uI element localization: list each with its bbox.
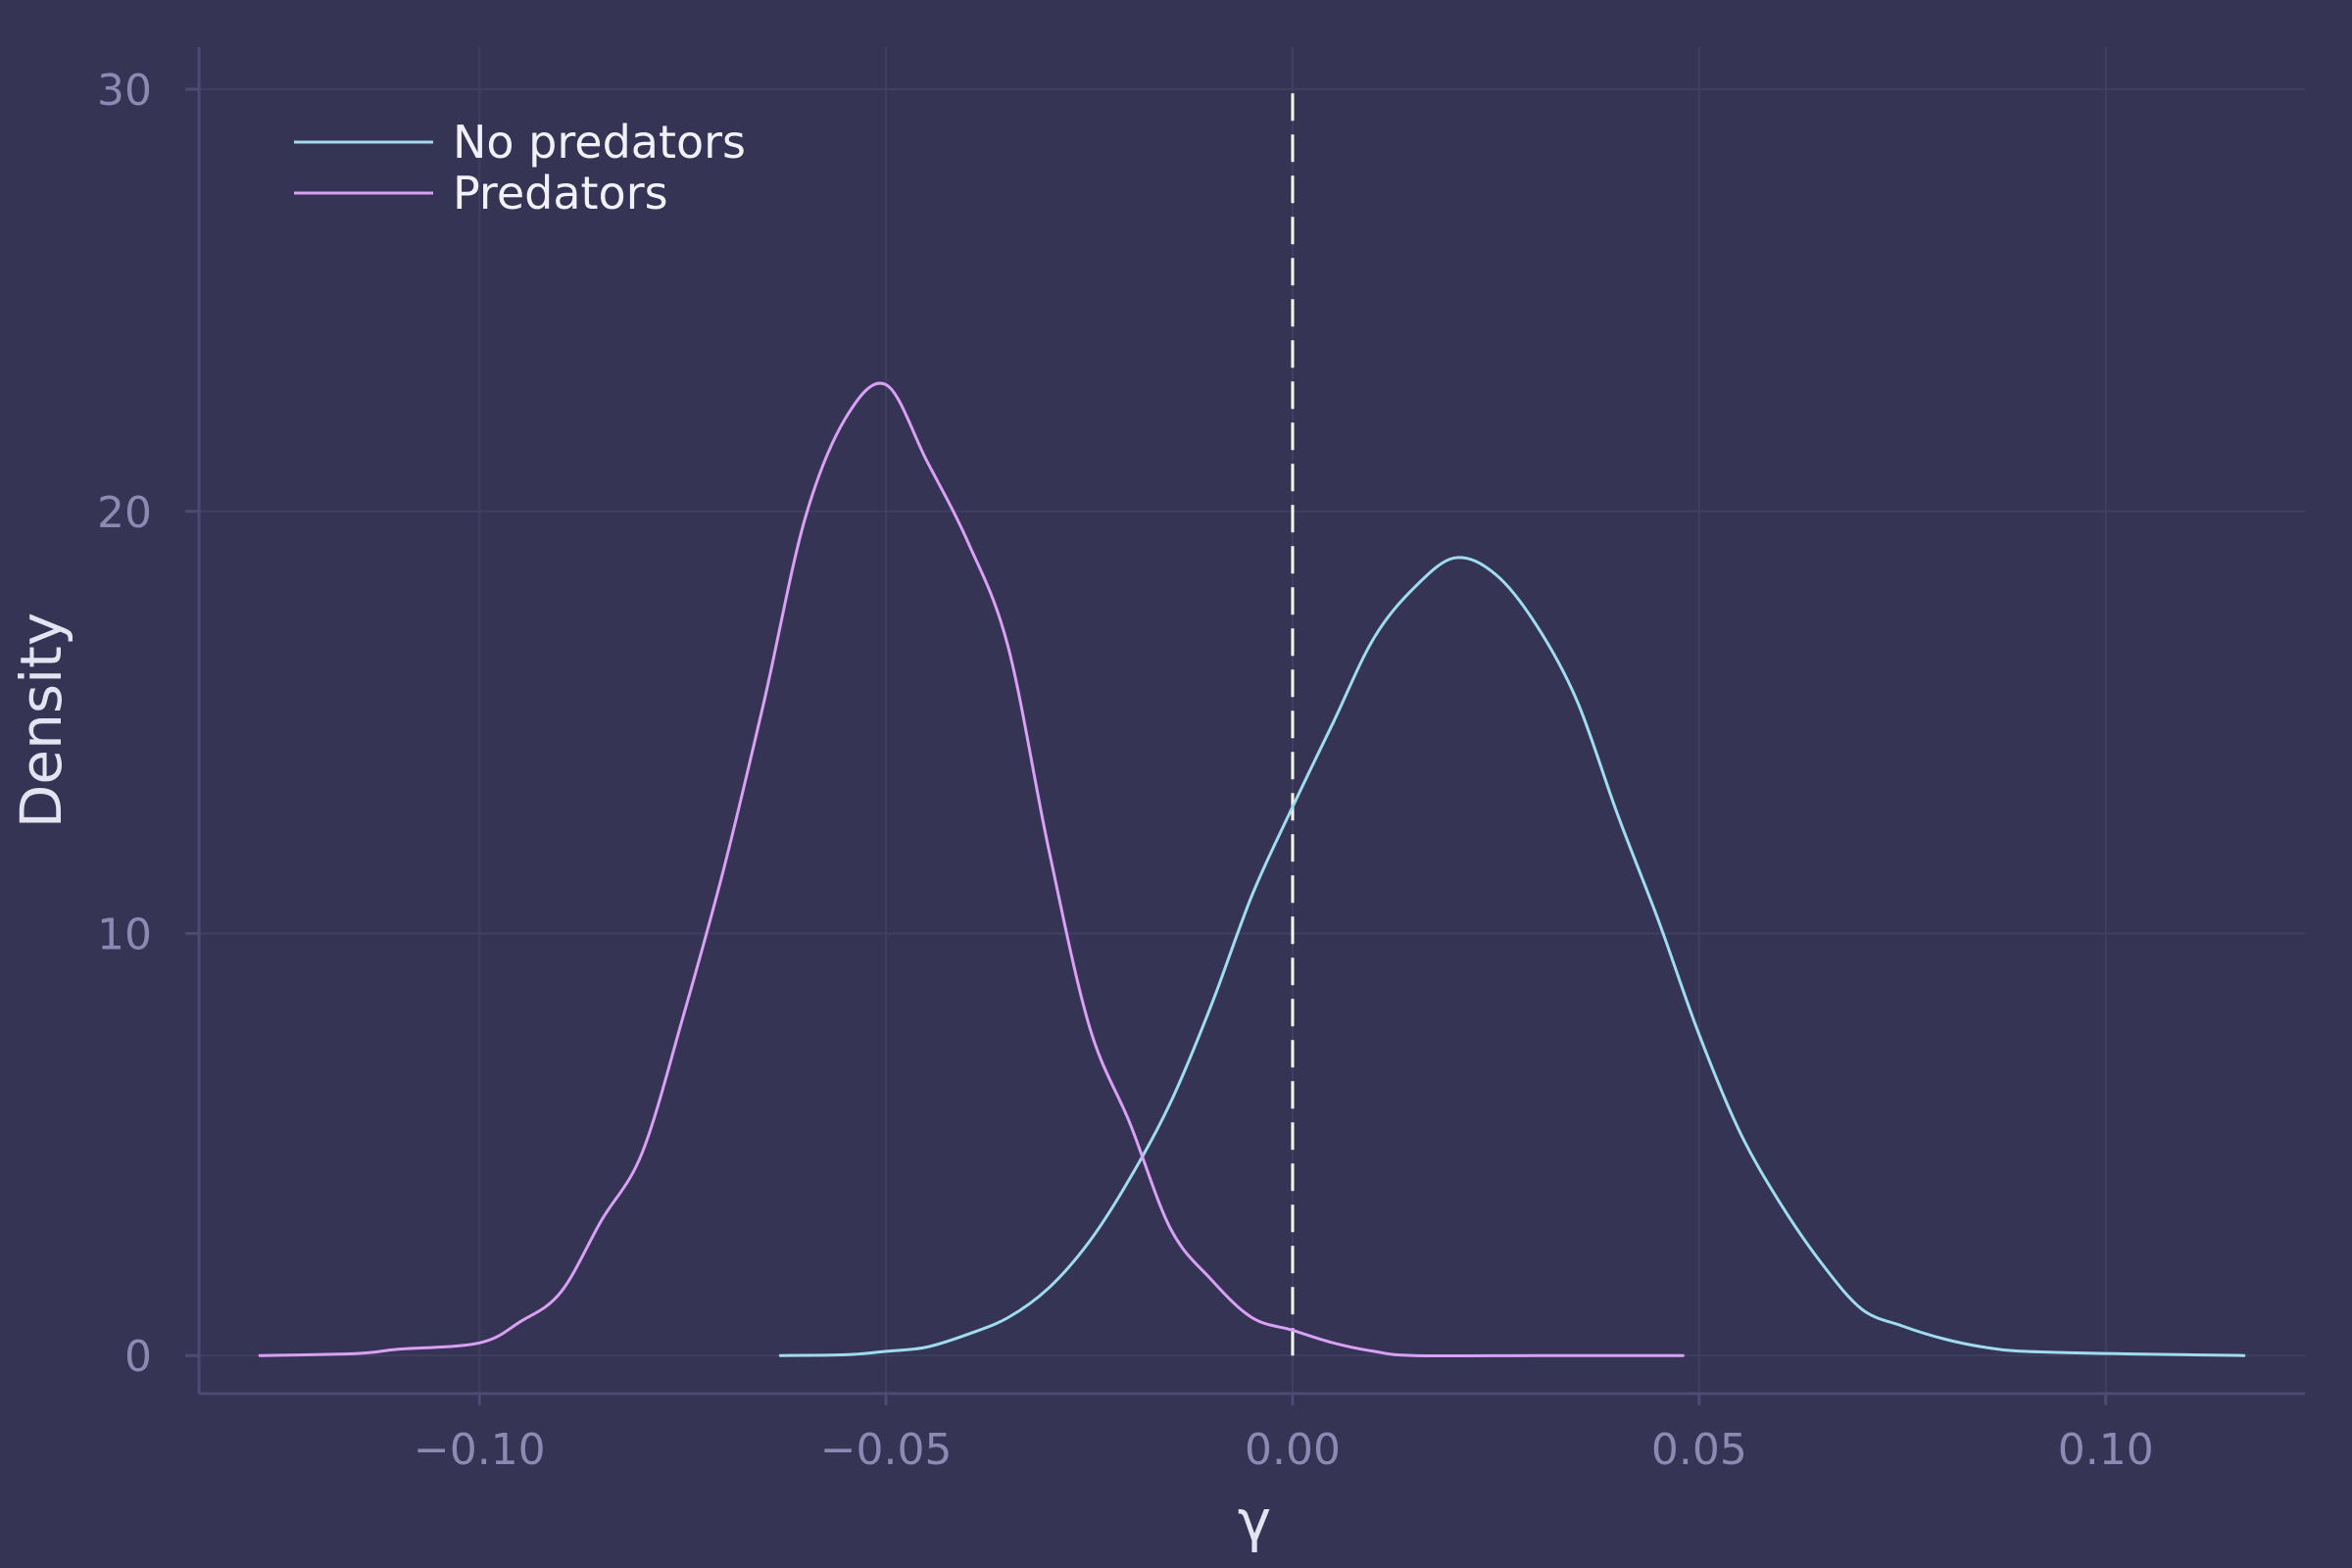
x-tick-label: 0.10: [2058, 1425, 2154, 1475]
series-layer: [258, 381, 2246, 1358]
x-axis-title: γ: [1238, 1488, 1271, 1554]
y-axis-title: Density: [8, 612, 74, 829]
x-tick-label: 0.00: [1245, 1425, 1341, 1475]
y-tick-label: 10: [97, 910, 152, 960]
x-tick-label: −0.10: [414, 1425, 546, 1475]
ticks-layer: −0.10 −0.05 0.00 0.05 0.10 0 10 20 30: [97, 66, 2154, 1475]
y-tick-label: 20: [97, 488, 152, 538]
series-line-predators: [258, 381, 1685, 1358]
legend-label-no-predators: No predators: [453, 116, 746, 169]
legend: No predators Predators: [294, 116, 746, 220]
legend-label-predators: Predators: [453, 167, 668, 220]
y-tick-label: 30: [97, 66, 152, 116]
y-tick-label: 0: [124, 1332, 152, 1382]
x-tick-label: −0.05: [820, 1425, 953, 1475]
x-tick-label: 0.05: [1651, 1425, 1747, 1475]
series-line-no-predators: [778, 556, 2246, 1357]
axes-layer: [197, 47, 2305, 1396]
